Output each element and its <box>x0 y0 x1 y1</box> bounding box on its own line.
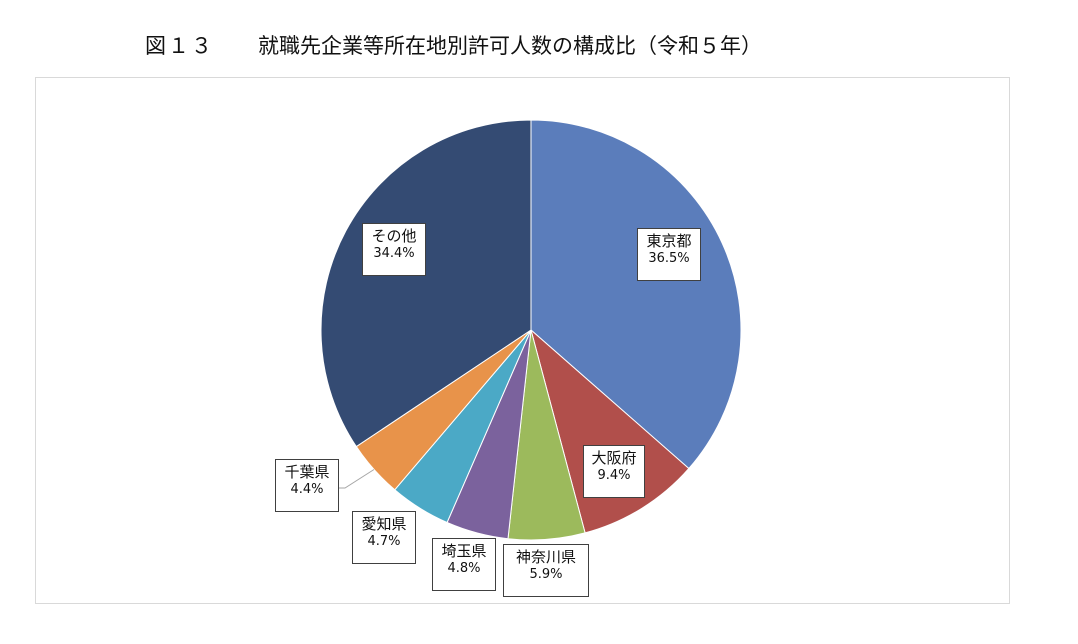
data-label: 埼玉県 4.8% <box>432 538 496 591</box>
data-label-name: 神奈川県 <box>515 548 576 566</box>
chart-title: 図１３ 就職先企業等所在地別許可人数の構成比（令和５年） <box>145 30 762 60</box>
data-label: その他 34.4% <box>362 223 426 276</box>
data-label-percent: 4.7% <box>367 533 401 549</box>
data-label-percent: 34.4% <box>373 245 415 261</box>
data-label-name: 埼玉県 <box>441 542 487 560</box>
data-label-percent: 36.5% <box>648 250 690 266</box>
data-label-percent: 4.4% <box>290 481 324 497</box>
data-label-percent: 4.8% <box>447 560 481 576</box>
figure-number: 図１３ <box>145 34 214 58</box>
data-label-name: 愛知県 <box>361 515 407 533</box>
data-label: 神奈川県 5.9% <box>503 544 589 597</box>
data-label-name: 東京都 <box>646 232 692 250</box>
data-label: 愛知県 4.7% <box>352 511 416 564</box>
data-label: 大阪府 9.4% <box>583 445 645 498</box>
data-label-name: 千葉県 <box>284 463 330 481</box>
data-label: 東京都 36.5% <box>637 228 701 281</box>
data-label: 千葉県 4.4% <box>275 459 339 512</box>
pie-slice <box>320 119 532 448</box>
pie-slices <box>320 119 742 541</box>
data-label-name: その他 <box>371 227 417 245</box>
data-label-name: 大阪府 <box>591 449 637 467</box>
pie-slice <box>530 328 690 534</box>
leader-lines <box>339 469 375 489</box>
data-label-percent: 9.4% <box>597 467 631 483</box>
data-label-percent: 5.9% <box>529 566 563 582</box>
figure-title-text: 就職先企業等所在地別許可人数の構成比（令和５年） <box>258 34 762 58</box>
pie-slice <box>530 119 742 470</box>
leader-line <box>339 469 375 489</box>
